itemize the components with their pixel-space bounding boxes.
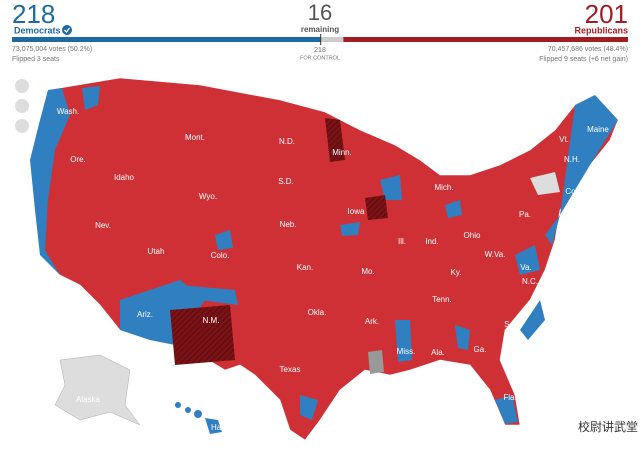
state-label: Mich.: [434, 183, 453, 192]
us-map: Wash. Ore. Idaho Mont. Wyo. N.D. S.D. Neb. Kan. O…: [29, 77, 619, 441]
remaining-label: remaining: [301, 25, 339, 34]
seat-bar: [12, 34, 628, 45]
state-label: Ind.: [425, 237, 438, 246]
undecided-la: [368, 350, 384, 374]
state-label: Maine: [587, 125, 609, 134]
state-label: W.Va.: [485, 250, 506, 259]
state-label: Vt.: [559, 135, 569, 144]
alaska: [54, 354, 141, 426]
state-label: Fla.: [503, 393, 516, 402]
control-label: FOR CONTROL: [300, 55, 340, 61]
state-label: Tenn.: [432, 295, 452, 304]
check-mark: [64, 27, 71, 33]
state-label: Idaho: [114, 173, 135, 182]
flipped-minn: [325, 118, 345, 162]
rep-label: Republicans: [574, 25, 628, 35]
state-label: S.D.: [278, 177, 294, 186]
state-label: N.C.: [522, 277, 538, 286]
state-label: Nev.: [95, 221, 111, 230]
state-label: N.H.: [564, 155, 580, 164]
state-label: Colo.: [211, 251, 230, 260]
state-label: Utah: [148, 247, 165, 256]
control-seats: 218: [314, 47, 326, 54]
watermark: 校尉讲武堂: [578, 419, 638, 434]
state-label: Mo.: [361, 267, 374, 276]
state-label: Wash.: [57, 107, 79, 116]
zoom-controls: [15, 79, 29, 133]
state-label: Ill.: [398, 237, 406, 246]
rep-flipped: Flipped 9 seats (+6 net gain): [539, 56, 628, 63]
contiguous-us: [29, 77, 619, 441]
state-label: Mont.: [185, 133, 205, 142]
state-label: Miss.: [397, 347, 416, 356]
zoom-out[interactable]: [15, 99, 29, 113]
state-label: N.J.: [569, 217, 583, 226]
check-icon: [62, 25, 72, 35]
zoom-in[interactable]: [15, 79, 29, 93]
undecided-ny: [530, 172, 560, 195]
state-label: Va.: [520, 263, 531, 272]
state-label: Wyo.: [199, 192, 217, 201]
state-label: Okla.: [308, 308, 327, 317]
state-label: Del.: [561, 238, 575, 247]
dem-votes: 73,075,004 votes (50.2%): [12, 46, 92, 53]
state-labels: Wash. Ore. Idaho Mont. Wyo. N.D. S.D. Neb. Kan. O…: [57, 107, 611, 432]
state-label: Texas: [280, 365, 301, 374]
state-label: Pa.: [519, 210, 531, 219]
state-label: S.C.: [504, 320, 520, 329]
state-label: Ala.: [431, 348, 445, 357]
flipped-iowa: [365, 195, 388, 220]
dem-seats: 218: [12, 0, 55, 29]
state-label: Minn.: [332, 148, 352, 157]
state-label: Neb.: [280, 220, 297, 229]
state-label: N.M.: [203, 316, 220, 325]
flipped-nm: [170, 305, 235, 365]
state-label: N.D.: [279, 137, 295, 146]
dem-flipped: Flipped 3 seats: [12, 56, 60, 63]
state-label: Mass.: [589, 175, 610, 184]
state-label: R.I.: [588, 194, 600, 203]
remaining-bar: [320, 37, 344, 42]
state-label: Ariz.: [137, 310, 153, 319]
state-label: Hawaii: [211, 423, 235, 432]
rep-bar: [343, 37, 628, 42]
rep-votes: 70,457,686 votes (48.4%): [548, 46, 628, 53]
reset[interactable]: [15, 119, 29, 133]
state-label: Ohio: [464, 231, 481, 240]
dem-label: Democrats: [14, 25, 61, 35]
rep-seats: 201: [585, 0, 628, 29]
remaining-seats: 16: [308, 0, 332, 25]
state-label: Iowa: [348, 207, 365, 216]
hawaii: [175, 402, 222, 434]
state-label: Conn.: [565, 187, 586, 196]
state-label: Ky.: [451, 268, 462, 277]
dem-districts: [30, 86, 618, 424]
state-label: La.: [366, 375, 377, 384]
state-label: Alaska: [76, 395, 101, 404]
state-label: Ga.: [474, 345, 487, 354]
state-label: Ark.: [365, 317, 379, 326]
header: 218 Democrats 73,075,004 votes (50.2%) F…: [12, 0, 628, 63]
state-label: Kan.: [297, 263, 313, 272]
dem-bar: [12, 37, 321, 42]
state-label: Ore.: [70, 155, 86, 164]
